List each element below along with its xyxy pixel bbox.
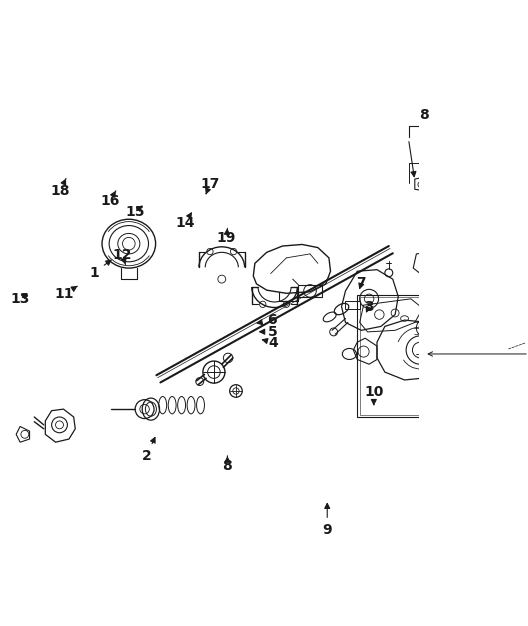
Bar — [345, 301, 360, 309]
Text: 13: 13 — [11, 292, 30, 306]
Text: 17: 17 — [200, 177, 220, 194]
Text: 18: 18 — [51, 178, 70, 198]
Text: 1: 1 — [89, 260, 111, 280]
Text: 8: 8 — [222, 456, 232, 473]
Text: 10: 10 — [364, 385, 383, 405]
Bar — [360, 297, 503, 414]
Text: 11: 11 — [54, 286, 77, 301]
Text: 9: 9 — [323, 503, 332, 537]
Bar — [450, 148, 460, 156]
Bar — [476, 307, 486, 314]
Text: 2: 2 — [142, 438, 155, 463]
Text: 19: 19 — [217, 228, 236, 245]
Text: 7: 7 — [356, 277, 366, 290]
Text: 4: 4 — [262, 336, 278, 349]
Text: 15: 15 — [125, 205, 145, 219]
Text: 5: 5 — [260, 325, 277, 339]
Text: 6: 6 — [257, 314, 277, 327]
Text: 16: 16 — [100, 191, 120, 208]
Text: 12: 12 — [113, 248, 133, 265]
Bar — [476, 322, 486, 328]
Bar — [298, 285, 322, 297]
Bar — [476, 294, 486, 300]
Text: 8: 8 — [419, 108, 429, 122]
Text: 3: 3 — [364, 300, 374, 314]
Bar — [357, 295, 505, 417]
Text: 14: 14 — [175, 213, 195, 230]
